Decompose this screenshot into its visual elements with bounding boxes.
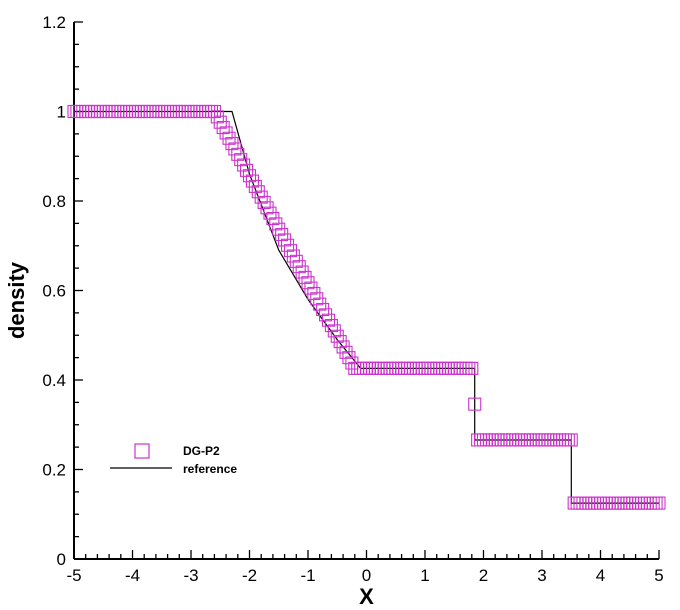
legend: DG-P2 reference — [110, 443, 237, 476]
x-tick-label: 0 — [362, 566, 371, 585]
x-tick-label: -5 — [66, 566, 81, 585]
dg-p2-marker — [468, 397, 482, 411]
axis-ticks — [73, 21, 660, 560]
x-axis-label: X — [359, 584, 374, 609]
legend-entry-dg-p2: DG-P2 — [183, 444, 220, 458]
y-axis-label: density — [4, 261, 29, 339]
dg-p2-series-markers — [67, 104, 666, 510]
x-tick-label: -3 — [183, 566, 198, 585]
legend-square-marker-icon — [134, 443, 150, 459]
x-tick-label: -2 — [242, 566, 257, 585]
dg-p2-marker — [465, 361, 479, 375]
dg-p2-marker — [652, 496, 666, 510]
y-tick-label: 1 — [57, 103, 66, 122]
y-tick-label: 0.2 — [42, 461, 66, 480]
x-tick-label: 4 — [596, 566, 605, 585]
x-tick-label: 5 — [654, 566, 663, 585]
x-tick-label: 1 — [420, 566, 429, 585]
dg-p2-marker — [564, 433, 578, 447]
x-tick-label: 3 — [537, 566, 546, 585]
x-tick-label: 2 — [479, 566, 488, 585]
y-tick-label: 0 — [57, 550, 66, 569]
tick-labels: -5 -4 -3 -2 -1 0 1 2 3 4 5 0 0.2 0.4 0.6 0.8 1 1.2 — [42, 13, 663, 585]
y-tick-label: 0.4 — [42, 371, 66, 390]
y-tick-label: 0.8 — [42, 192, 66, 211]
x-tick-label: -1 — [300, 566, 315, 585]
legend-entry-reference: reference — [183, 462, 237, 476]
y-tick-label: 0.6 — [42, 282, 66, 301]
y-tick-label: 1.2 — [42, 13, 66, 32]
x-tick-label: -4 — [125, 566, 140, 585]
